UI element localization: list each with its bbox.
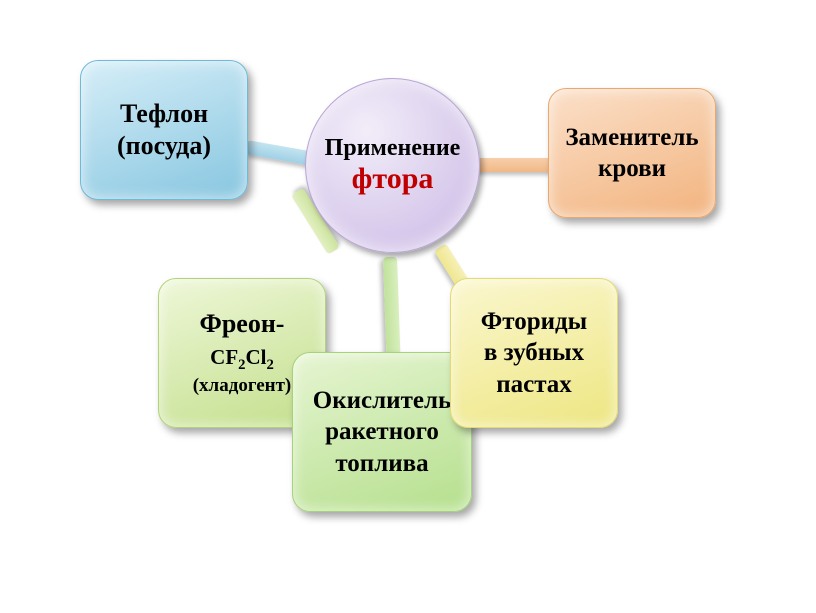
branch-oxidizer: Окислительракетноготоплива xyxy=(292,352,472,512)
branch-line: топлива xyxy=(335,448,428,479)
diagram-canvas: Применение фтора Тефлон(посуда) Замените… xyxy=(0,0,816,613)
branch-fluorides: Фторидыв зубныхпастах xyxy=(450,278,618,428)
branch-line: Окислитель xyxy=(313,385,451,416)
branch-line: пастах xyxy=(496,369,572,400)
connector-oxidizer xyxy=(383,257,401,367)
branch-line: Фториды xyxy=(481,306,587,337)
branch-line: ракетного xyxy=(325,416,439,447)
center-subject: фтора xyxy=(352,162,434,196)
branch-line: (посуда) xyxy=(117,130,211,163)
branch-line: в зубных xyxy=(484,337,584,368)
center-node: Применение фтора xyxy=(305,78,480,253)
branch-line: Заменитель xyxy=(565,122,698,153)
branch-line: Тефлон xyxy=(120,98,208,131)
center-title: Применение xyxy=(325,135,461,162)
branch-blood: Заменителькрови xyxy=(548,88,716,218)
connector-blood xyxy=(472,158,556,172)
branch-line: крови xyxy=(598,153,666,184)
branch-teflon: Тефлон(посуда) xyxy=(80,60,248,200)
